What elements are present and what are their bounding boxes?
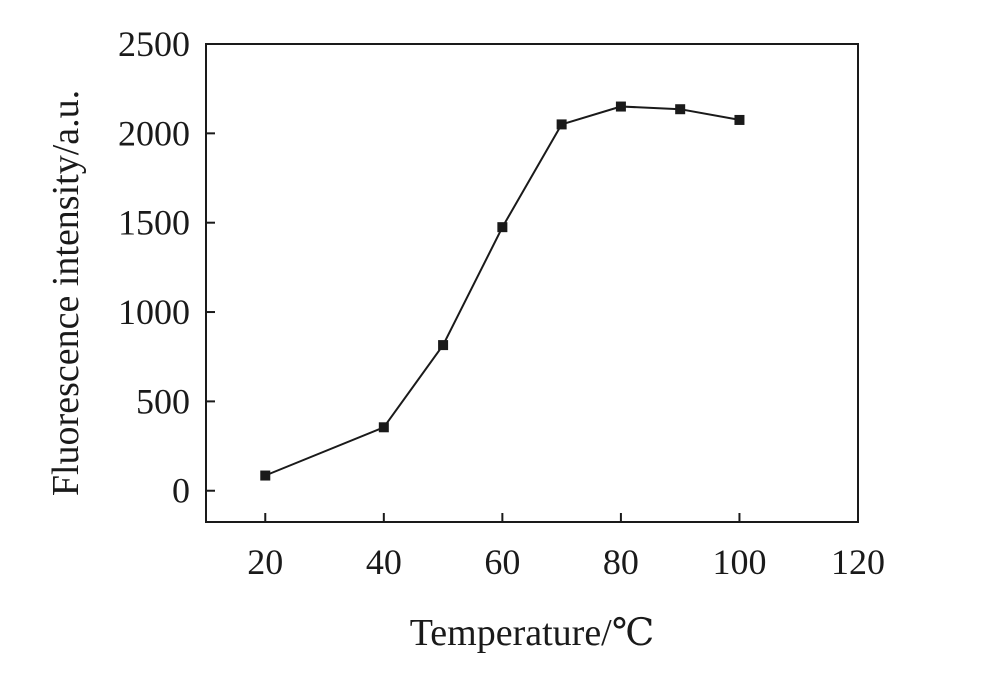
axes-layer: 20 40 60 80 100 120 0 500 1000 1500 2000 2500 (118, 24, 885, 582)
data-point-marker (556, 119, 567, 130)
y-tick-label: 1500 (118, 203, 190, 243)
y-tick-label: 0 (172, 471, 190, 511)
x-tick-label: 80 (603, 542, 639, 582)
x-tick-label: 40 (366, 542, 402, 582)
data-point-marker (615, 101, 626, 112)
y-tick-label: 1000 (118, 292, 190, 332)
data-point-marker (378, 422, 389, 433)
x-axis-title: Temperature/℃ (410, 612, 655, 654)
y-tick-label: 2500 (118, 24, 190, 64)
labels-layer: Temperature/℃ Fluorescence intensity/a.u… (45, 90, 654, 654)
y-axis-title: Fluorescence intensity/a.u. (45, 90, 87, 496)
data-point-marker (260, 470, 271, 481)
y-tick-label: 2000 (118, 113, 190, 153)
x-tick-label: 120 (831, 542, 885, 582)
data-point-marker (734, 114, 745, 125)
x-tick-label: 60 (484, 542, 520, 582)
x-tick-label: 100 (712, 542, 766, 582)
x-tick-label: 20 (247, 542, 283, 582)
series-layer (260, 101, 745, 481)
plot-frame (205, 43, 859, 523)
data-point-marker (497, 222, 508, 233)
series-line (264, 105, 740, 477)
data-point-marker (675, 104, 686, 115)
data-point-marker (438, 340, 449, 351)
y-tick-label: 500 (136, 381, 190, 421)
